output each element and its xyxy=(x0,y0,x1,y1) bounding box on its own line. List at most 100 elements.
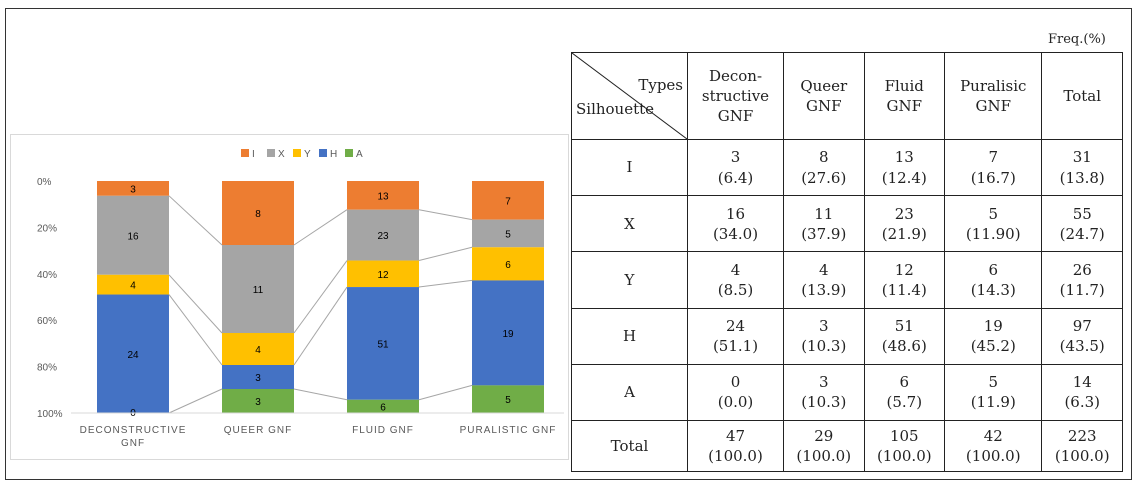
table-cell: 4 (8.5) xyxy=(687,251,784,309)
corner-diagonal xyxy=(572,53,687,139)
series-connector-line xyxy=(293,209,348,246)
data-label: 3 xyxy=(255,373,261,384)
table-row: Y 4 (8.5) 4 (13.9) 12 (11.4) 6 (14.3) 26 (11.7) xyxy=(571,251,1123,309)
cell-percent: (14.3) xyxy=(970,280,1016,299)
legend-label: A xyxy=(356,149,363,160)
bar-segment xyxy=(347,287,419,400)
corner-silhouette-label: Silhouette xyxy=(576,100,655,118)
data-label: 51 xyxy=(377,339,389,350)
table-cell: 19 (45.2) xyxy=(944,307,1043,365)
table-body: I 3 (6.4) 8 (27.6) 13 (12.4) 7 (16.7) 31 (13.8) X 16… xyxy=(571,138,1123,422)
table-cell: 6 (5.7) xyxy=(863,363,946,422)
cell-count: 8 xyxy=(818,148,829,167)
cell-count: 3 xyxy=(818,373,829,392)
legend-swatch xyxy=(241,149,249,157)
cell-count: 4 xyxy=(730,260,741,279)
table-cell: 26 (11.7) xyxy=(1041,251,1123,309)
cell-count: 5 xyxy=(988,373,999,392)
table-footer: Total 47 (100.0) 29 (100.0) 105 (100.0) 42 (100.… xyxy=(571,420,1123,472)
table-cell: 223 (100.0) xyxy=(1041,420,1123,472)
table-cell: 14 (6.3) xyxy=(1041,363,1123,422)
cell-percent: (0.0) xyxy=(717,393,754,412)
data-label: 13 xyxy=(377,191,389,202)
bar-segment xyxy=(347,209,419,261)
cell-count: 26 xyxy=(1072,260,1092,279)
bar-segment xyxy=(222,389,294,413)
cell-count: 3 xyxy=(730,148,741,167)
cell-percent: (45.2) xyxy=(970,337,1016,356)
cell-percent: (11.4) xyxy=(881,280,927,299)
cell-count: 0 xyxy=(730,373,741,392)
table-cell: 31 (13.8) xyxy=(1041,138,1123,197)
row-label: I xyxy=(571,138,688,197)
x-category-label: QUEER GNF xyxy=(224,425,292,436)
row-label: H xyxy=(571,307,688,365)
table-column-header: Total xyxy=(1041,52,1123,140)
bar-segment xyxy=(472,247,544,281)
cell-count: 97 xyxy=(1072,316,1092,335)
cell-count: 5 xyxy=(988,204,999,223)
legend-swatch xyxy=(319,149,327,157)
table-column-header: Decon- structive GNF xyxy=(687,52,784,140)
cell-count: 23 xyxy=(894,204,914,223)
cell-percent: (10.3) xyxy=(801,337,847,356)
frequency-table: Types Silhouette Decon- structive GNF Que… xyxy=(571,52,1123,472)
legend-swatch xyxy=(345,149,353,157)
table-cell: 8 (27.6) xyxy=(783,138,865,197)
data-label: 4 xyxy=(255,345,261,356)
cell-percent: (13.8) xyxy=(1059,168,1105,187)
y-tick-label: 80% xyxy=(37,363,57,374)
cell-percent: (37.9) xyxy=(801,224,847,243)
cell-count: 6 xyxy=(899,373,910,392)
series-connector-line xyxy=(418,209,473,221)
series-connector-line xyxy=(168,274,223,334)
cell-count: 11 xyxy=(814,204,834,223)
data-label: 11 xyxy=(253,285,264,296)
bar-segment xyxy=(222,333,294,365)
table-row: H 24 (51.1) 3 (10.3) 51 (48.6) 19 (45.2) 97 (43.5) xyxy=(571,307,1123,365)
row-label: X xyxy=(571,195,688,253)
bar-segment xyxy=(97,181,169,196)
legend-label: H xyxy=(330,149,337,160)
bar-segment xyxy=(222,365,294,389)
table-cell: 51 (48.6) xyxy=(863,307,946,365)
legend-label: I xyxy=(252,149,255,160)
bar-segment xyxy=(347,399,419,413)
data-label: 24 xyxy=(127,350,139,361)
cell-percent: (13.9) xyxy=(801,280,847,299)
x-category-label: PURALISTIC GNF xyxy=(460,425,557,436)
cell-count: 3 xyxy=(818,316,829,335)
cell-count: 105 xyxy=(889,426,919,445)
x-category-label: FLUID GNF xyxy=(352,425,414,436)
cell-count: 24 xyxy=(725,316,746,335)
table-cell: 23 (21.9) xyxy=(863,195,946,253)
cell-count: 7 xyxy=(988,148,999,167)
cell-percent: (48.6) xyxy=(881,337,927,356)
table-cell: 97 (43.5) xyxy=(1041,307,1123,365)
row-label: Y xyxy=(571,251,688,309)
y-tick-label: 100% xyxy=(37,409,63,420)
table-row: I 3 (6.4) 8 (27.6) 13 (12.4) 7 (16.7) 31 (13.8) xyxy=(571,138,1123,197)
bar-segment xyxy=(97,195,169,275)
cell-count: 55 xyxy=(1072,204,1092,223)
table-cell: 4 (13.9) xyxy=(783,251,865,309)
cell-count: 13 xyxy=(894,148,914,167)
table-cell: 12 (11.4) xyxy=(863,251,946,309)
data-label: 12 xyxy=(377,270,389,281)
table-column-header: Puralisic GNF xyxy=(944,52,1043,140)
cell-percent: (100.0) xyxy=(796,447,852,465)
table-cell: 24 (51.1) xyxy=(687,307,784,365)
cell-count: 223 xyxy=(1067,426,1097,445)
table-cell: 55 (24.7) xyxy=(1041,195,1123,253)
bar-segment xyxy=(472,219,544,248)
table-column-header: Fluid GNF xyxy=(863,52,946,140)
series-connector-line xyxy=(168,388,223,414)
table-row: A 0 (0.0) 3 (10.3) 6 (5.7) 5 (11.9) 14 (6.3) xyxy=(571,363,1123,422)
data-label: 3 xyxy=(255,397,261,408)
table-cell: 16 (34.0) xyxy=(687,195,784,253)
series-connector-line xyxy=(418,279,473,288)
bar-segment xyxy=(97,274,169,295)
cell-percent: (43.5) xyxy=(1059,337,1105,356)
cell-count: 6 xyxy=(988,260,999,279)
x-category-label: DECONSTRUCTIVE GNF xyxy=(80,425,187,449)
